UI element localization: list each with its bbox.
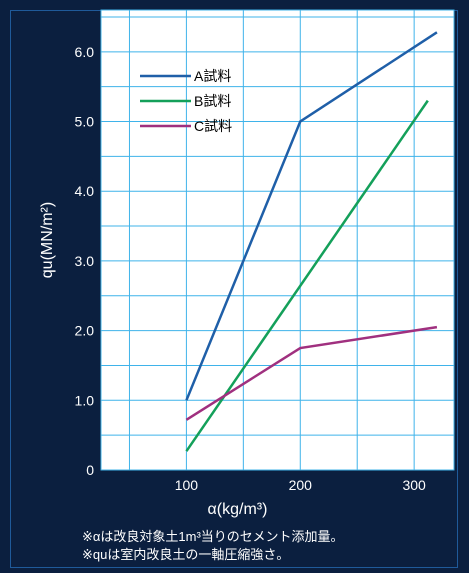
y-tick-label: 4.0 <box>75 183 95 199</box>
plot-area <box>101 10 454 470</box>
y-axis-label: qu(MN/m²) <box>39 202 56 278</box>
notes: ※αは改良対象土1m³当りのセメント添加量。 ※quは室内改良土の一軸圧縮強さ。 <box>82 528 344 564</box>
legend-label-a: A試料 <box>194 68 231 84</box>
series-line-a <box>185 31 438 401</box>
x-axis-label: α(kg/m³) <box>208 501 268 518</box>
y-tick-label: 6.0 <box>75 44 95 60</box>
y-tick-label: 0 <box>86 462 94 478</box>
legend-label-c: C試料 <box>194 118 232 134</box>
y-tick-label: 3.0 <box>75 253 95 269</box>
y-tick-label: 2.0 <box>75 323 95 339</box>
note-1: ※αは改良対象土1m³当りのセメント添加量。 <box>82 529 344 544</box>
note-2: ※quは室内改良土の一軸圧縮強さ。 <box>82 547 290 562</box>
legend-label-b: B試料 <box>194 93 231 109</box>
plot-border <box>100 9 455 471</box>
y-tick-label: 5.0 <box>75 114 95 130</box>
series-line-c <box>185 325 438 421</box>
x-tick-label: 200 <box>289 477 313 493</box>
x-tick-label: 300 <box>402 477 426 493</box>
series-line-b <box>185 99 429 452</box>
x-tick-label: 100 <box>175 477 199 493</box>
y-tick-label: 1.0 <box>75 392 95 408</box>
